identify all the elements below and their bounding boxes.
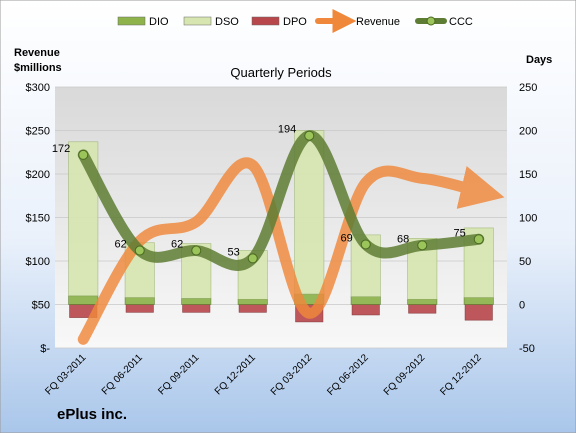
right-axis-ticks: -50 0 50 100 150 200 250 [519,82,537,355]
company-name: ePlus inc. [57,406,127,423]
ccc-line-group [77,130,485,271]
legend-item: DPO [251,16,307,28]
legend-swatch [117,16,146,26]
ccc-value-label: 53 [228,246,240,258]
dio-bar [68,295,99,305]
right-tick-label: 150 [519,169,537,181]
legend-item: DIO [117,16,169,28]
ccc-value-label: 172 [52,143,70,155]
ccc-value-label: 62 [171,239,183,251]
legend-item: CCC [415,16,473,28]
legend-label: DSO [215,16,239,28]
dpo-bar [464,304,493,321]
right-tick-label: 50 [519,256,531,268]
legend-item: Revenue [315,9,400,33]
dio-bar [124,297,155,305]
dpo-bar [351,304,380,316]
ccc-value-labels: 172 62 62 53 194 69 68 75 [52,124,466,259]
left-axis-label-line1: Revenue [14,47,60,59]
ccc-value-label: 69 [341,232,353,244]
right-axis-label: Days [526,54,552,66]
dio-bar [237,298,268,305]
ccc-point [78,149,89,160]
left-axis-label-line2: $millions [14,62,62,74]
right-tick-label: 100 [519,213,537,225]
legend-swatch [251,16,280,26]
ccc-value-label: 62 [115,239,127,251]
ccc-point [417,240,428,251]
legend-swatch [183,16,212,26]
dso-bar [294,130,325,295]
chart-title: Quarterly Periods [230,65,332,80]
left-tick-label: $- [40,343,50,355]
left-tick-label: $200 [26,169,50,181]
legend-label: DPO [283,16,307,28]
right-tick-label: 200 [519,126,537,138]
ccc-point [134,245,145,256]
right-tick-label: -50 [519,343,535,355]
left-tick-label: $300 [26,82,50,94]
ccc-value-label: 75 [454,227,466,239]
left-tick-label: $50 [32,300,50,312]
revenue-line-group [77,157,505,345]
legend-label: DIO [149,16,169,28]
ccc-point [191,245,202,256]
left-axis-ticks: $- $50 $100 $150 $200 $250 $300 [26,82,51,355]
dpo-bar [238,304,267,313]
ccc-point [304,130,315,141]
left-tick-label: $100 [26,256,50,268]
dio-bar [463,297,494,305]
legend-label: CCC [449,16,473,28]
revenue-line [77,157,505,345]
ccc-point [247,253,258,264]
dpo-bar [182,304,211,313]
legend: DIO DSO DPO Revenue CCC [117,9,473,33]
legend-label: Revenue [356,16,400,28]
legend-item: DSO [183,16,239,28]
dpo-bar [125,304,154,313]
left-tick-label: $150 [26,213,50,225]
dio-bar [181,298,212,305]
dpo-bar [408,304,437,314]
ccc-value-label: 68 [397,233,409,245]
legend-marker [426,16,436,26]
ccc-point [473,234,484,245]
ccc-value-label: 194 [278,124,296,136]
ccc-point [360,239,371,250]
dio-bar [407,298,438,305]
right-tick-label: 0 [519,300,525,312]
left-tick-label: $250 [26,126,50,138]
right-tick-label: 250 [519,82,537,94]
dio-bar [350,296,381,305]
